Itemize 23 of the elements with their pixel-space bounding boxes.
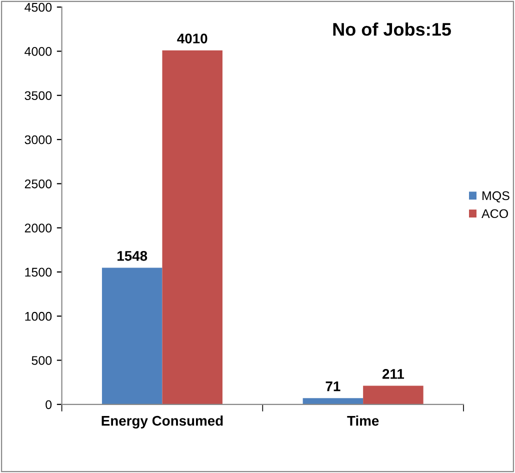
legend-label: MQS	[482, 191, 510, 202]
bar	[363, 386, 424, 404]
bar	[302, 398, 364, 404]
y-tick-label: 0	[46, 400, 52, 410]
data-label: 1548	[118, 250, 148, 261]
y-tick-label: 2000	[24, 224, 52, 232]
y-tick-label: 500	[32, 356, 52, 365]
y-tick-label: 3000	[24, 135, 52, 144]
y-tick-label: 3500	[24, 91, 52, 100]
legend-label: ACO	[482, 209, 508, 218]
y-tick-label: 4500	[24, 2, 52, 12]
data-label: 4010	[177, 34, 208, 44]
bar	[102, 268, 162, 404]
y-tick-label: 2500	[24, 179, 52, 188]
y-tick-label: 1000	[25, 312, 52, 321]
data-label: 211	[382, 369, 404, 379]
bar	[162, 50, 222, 404]
x-tick-label: Time	[347, 416, 379, 426]
y-tick-label: 4000	[24, 47, 52, 56]
y-tick-label: 1500	[25, 268, 52, 277]
data-label: 71	[326, 382, 340, 392]
x-tick-label: Energy Consumed	[102, 416, 223, 429]
text: No of Jobs:15	[333, 22, 451, 36]
